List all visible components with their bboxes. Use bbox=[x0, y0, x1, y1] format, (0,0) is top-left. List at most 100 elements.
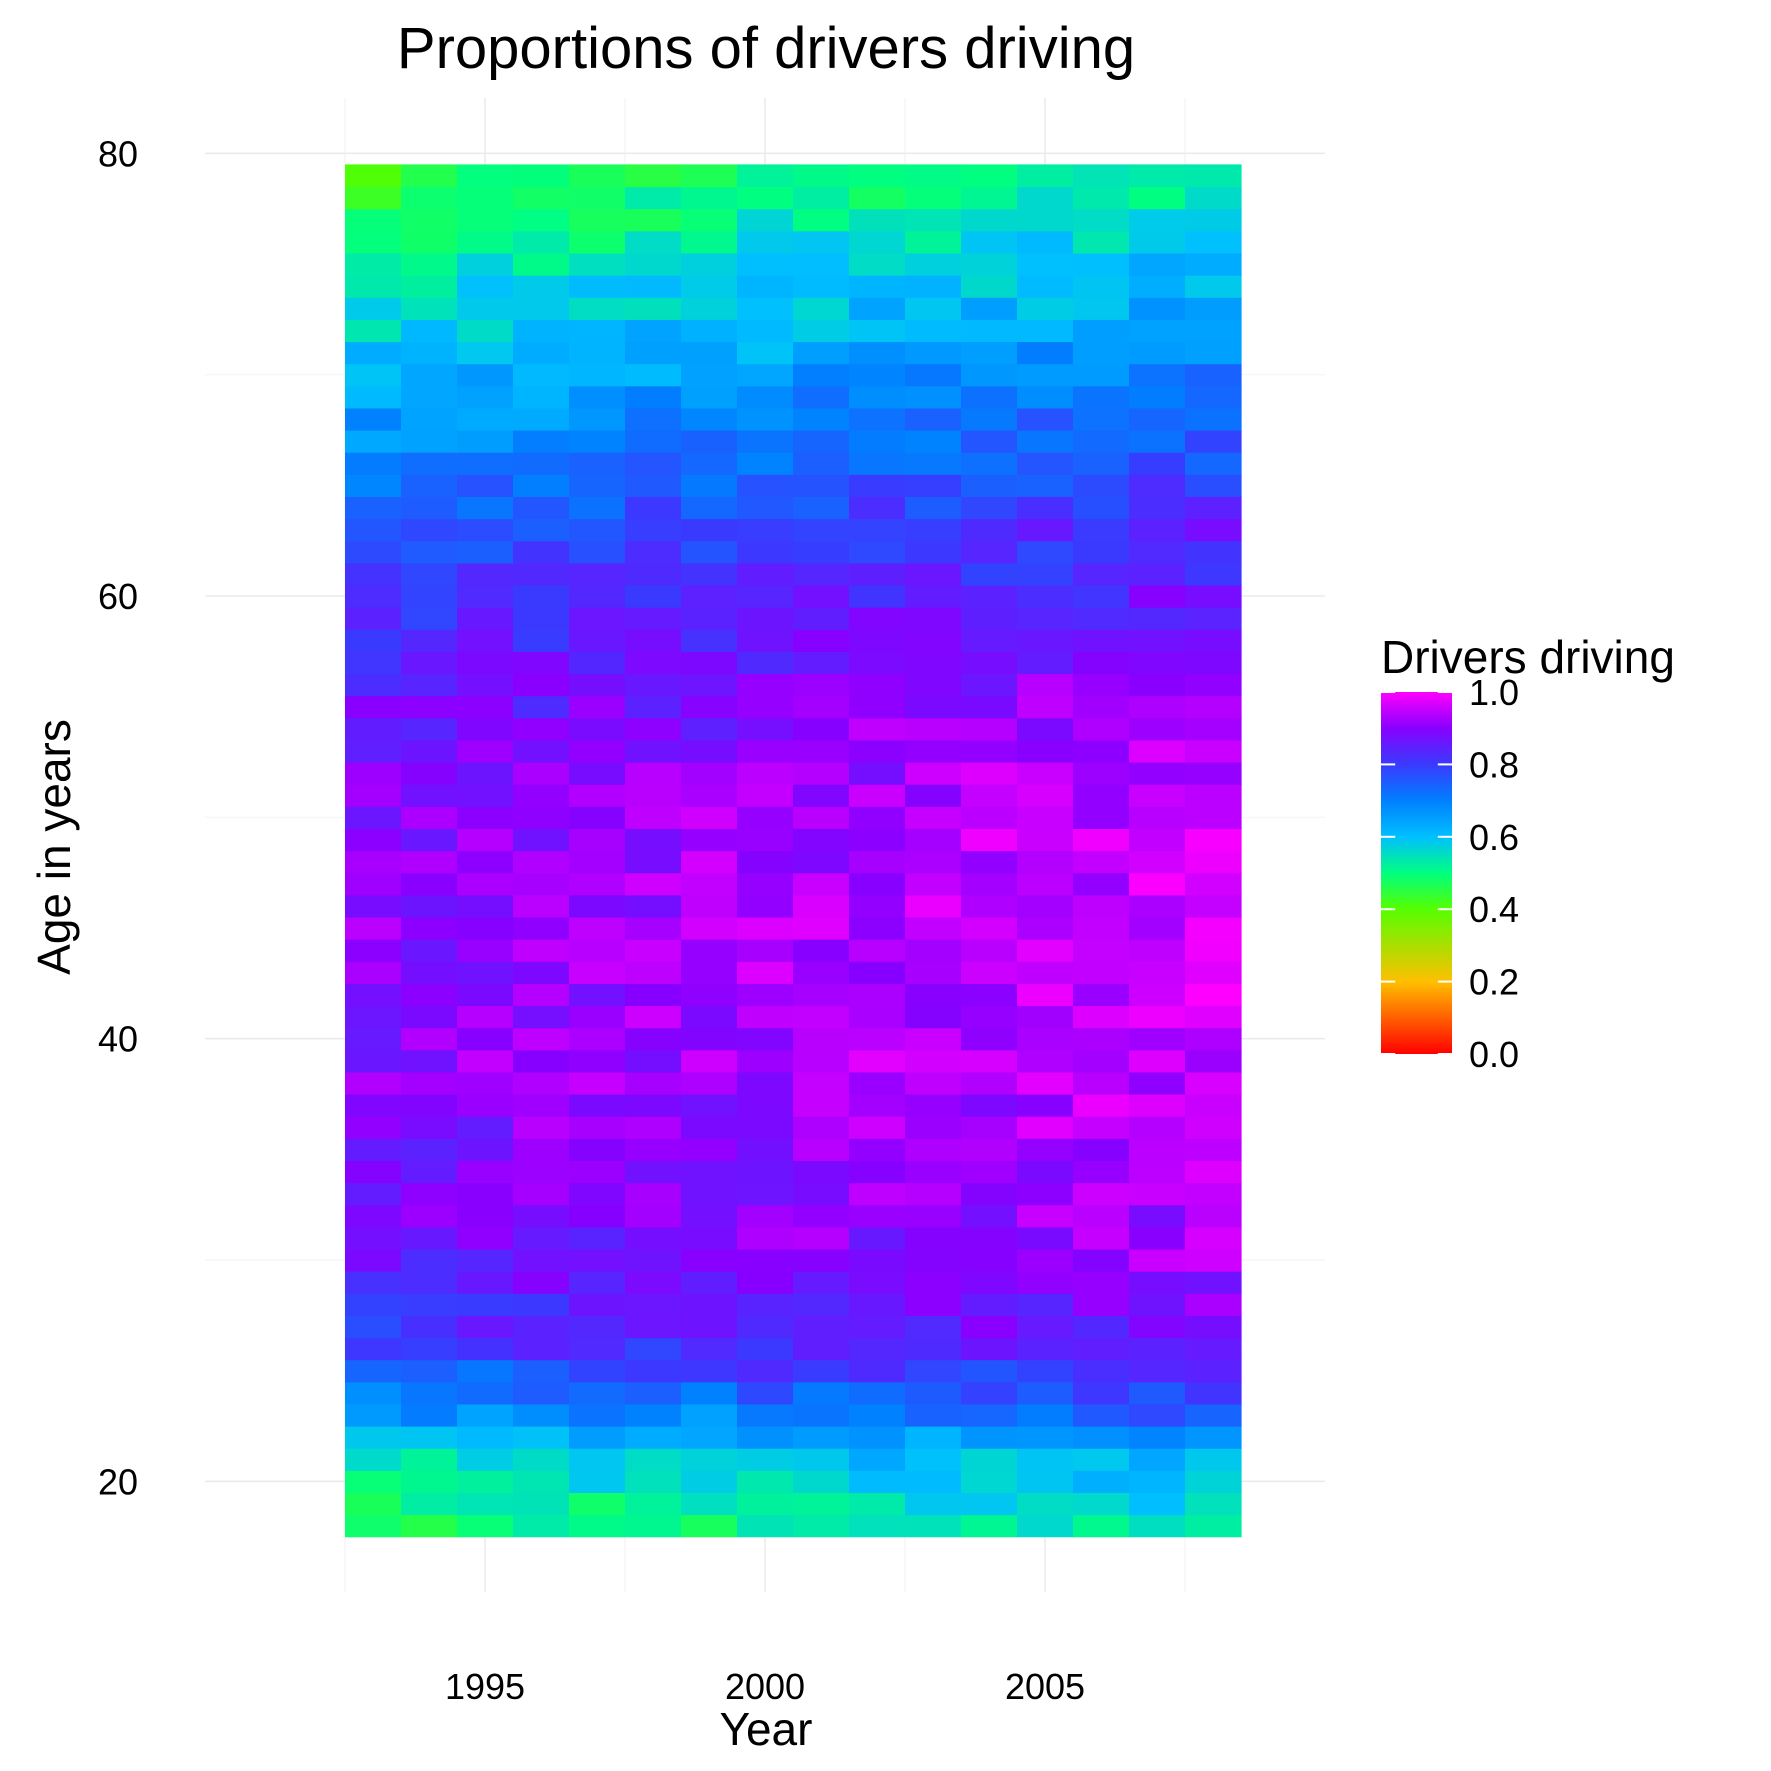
heatmap-tile bbox=[1017, 961, 1074, 984]
heatmap-tile bbox=[961, 562, 1018, 586]
heatmap-tile bbox=[569, 1337, 626, 1361]
heatmap-tile bbox=[1017, 1248, 1074, 1272]
heatmap-tile bbox=[793, 1470, 850, 1493]
heatmap-tile bbox=[961, 1470, 1018, 1493]
heatmap-tile bbox=[905, 252, 962, 276]
heatmap-tile bbox=[1185, 872, 1242, 896]
heatmap-tile bbox=[961, 1204, 1018, 1228]
heatmap-tile bbox=[793, 695, 850, 719]
heatmap-tile bbox=[513, 828, 570, 852]
heatmap-tile bbox=[345, 584, 402, 608]
heatmap-tile bbox=[1017, 1293, 1074, 1316]
heatmap-tile bbox=[345, 385, 402, 409]
heatmap-tile bbox=[1185, 1337, 1242, 1361]
heatmap-tile bbox=[1129, 872, 1186, 896]
heatmap-tile bbox=[625, 275, 682, 298]
heatmap-tile bbox=[681, 540, 738, 564]
heatmap-tile bbox=[625, 496, 682, 520]
heatmap-tile bbox=[457, 319, 514, 343]
heatmap-tile bbox=[457, 1071, 514, 1095]
heatmap-tile bbox=[1185, 430, 1242, 453]
heatmap-tile bbox=[1073, 1071, 1130, 1095]
heatmap-tile bbox=[681, 452, 738, 475]
heatmap-tile bbox=[1073, 1116, 1130, 1139]
heatmap-tile bbox=[793, 629, 850, 652]
heatmap-tile bbox=[681, 1337, 738, 1361]
heatmap-tile bbox=[513, 1226, 570, 1250]
heatmap-tile bbox=[457, 230, 514, 254]
heatmap-tile bbox=[1073, 961, 1130, 984]
heatmap-tile bbox=[345, 562, 402, 586]
heatmap-tile bbox=[737, 164, 794, 188]
y-axis-ticks: 20 40 60 80 bbox=[98, 133, 138, 1502]
heatmap-tile bbox=[849, 717, 906, 741]
heatmap-tile bbox=[905, 1182, 962, 1206]
heatmap-tile bbox=[1185, 452, 1242, 475]
x-tick-label: 1995 bbox=[445, 1666, 525, 1707]
heatmap-tile bbox=[401, 695, 458, 719]
heatmap-tile bbox=[849, 695, 906, 719]
heatmap-tile bbox=[737, 1426, 794, 1449]
heatmap-tile bbox=[513, 1271, 570, 1294]
heatmap-tile bbox=[737, 872, 794, 896]
heatmap-tile bbox=[625, 939, 682, 962]
heatmap-tile bbox=[1017, 1381, 1074, 1405]
heatmap-tile bbox=[401, 230, 458, 254]
heatmap-tile bbox=[1073, 1426, 1130, 1449]
heatmap-tile bbox=[905, 1293, 962, 1316]
heatmap-tile bbox=[961, 961, 1018, 984]
heatmap-tile bbox=[457, 1448, 514, 1471]
heatmap-tile bbox=[1017, 1514, 1074, 1538]
heatmap-tile bbox=[961, 208, 1018, 232]
heatmap-tile bbox=[345, 252, 402, 276]
heatmap-tile bbox=[569, 1204, 626, 1228]
legend: Drivers driving 0.0 0.2 0.4 0.6 0.8 1.0 bbox=[1381, 631, 1675, 1075]
heatmap-tile bbox=[345, 186, 402, 210]
heatmap-tile bbox=[737, 1005, 794, 1029]
heatmap-tile bbox=[401, 540, 458, 564]
heatmap-tile bbox=[625, 1448, 682, 1471]
heatmap-tile bbox=[681, 717, 738, 741]
heatmap-tile bbox=[569, 1116, 626, 1139]
heatmap-tile bbox=[513, 739, 570, 763]
heatmap-tile bbox=[1185, 1448, 1242, 1471]
heatmap-tile bbox=[961, 894, 1018, 918]
heatmap-tile bbox=[1129, 385, 1186, 409]
heatmap-tile bbox=[849, 1403, 906, 1427]
heatmap-tile bbox=[737, 297, 794, 320]
heatmap-tile bbox=[1185, 1315, 1242, 1339]
heatmap-tile bbox=[737, 607, 794, 630]
heatmap-tile bbox=[793, 916, 850, 940]
heatmap-tile bbox=[625, 230, 682, 254]
x-axis-title: Year bbox=[720, 1703, 813, 1755]
heatmap-tile bbox=[961, 407, 1018, 431]
heatmap-tile bbox=[1129, 651, 1186, 675]
heatmap-tile bbox=[849, 385, 906, 409]
heatmap-tile bbox=[513, 407, 570, 431]
heatmap-tile bbox=[737, 695, 794, 719]
heatmap-tile bbox=[1185, 1403, 1242, 1427]
x-axis-ticks: 1995 2000 2005 bbox=[445, 1666, 1085, 1707]
heatmap-tile bbox=[625, 452, 682, 475]
heatmap-tile bbox=[1017, 1271, 1074, 1294]
heatmap-tile bbox=[1073, 164, 1130, 188]
heatmap-tile bbox=[625, 1492, 682, 1516]
heatmap-tile bbox=[625, 983, 682, 1007]
heatmap-tile bbox=[569, 1005, 626, 1029]
heatmap-tile bbox=[1017, 872, 1074, 896]
heatmap-tile bbox=[681, 828, 738, 852]
heatmap-tile bbox=[961, 474, 1018, 497]
heatmap-tile bbox=[793, 407, 850, 431]
heatmap-tile bbox=[457, 1426, 514, 1449]
heatmap-tile bbox=[1073, 1049, 1130, 1073]
heatmap-tile bbox=[793, 806, 850, 829]
legend-tick-label: 0.6 bbox=[1469, 817, 1519, 858]
heatmap-tile bbox=[681, 695, 738, 719]
heatmap-tile bbox=[905, 1160, 962, 1184]
heatmap-tile bbox=[625, 208, 682, 232]
heatmap-tile bbox=[345, 496, 402, 520]
heatmap-tile bbox=[1017, 1470, 1074, 1493]
heatmap-tile bbox=[905, 828, 962, 852]
heatmap-tile bbox=[625, 164, 682, 188]
heatmap-tile bbox=[961, 540, 1018, 564]
